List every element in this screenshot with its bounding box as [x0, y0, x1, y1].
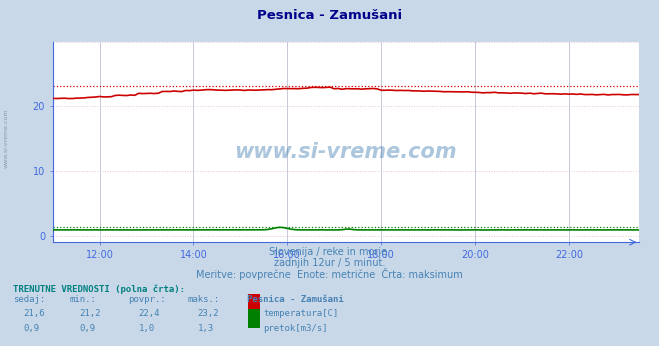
- Text: 21,2: 21,2: [79, 309, 101, 318]
- Text: sedaj:: sedaj:: [13, 295, 45, 304]
- Text: 22,4: 22,4: [138, 309, 160, 318]
- Text: Pesnica - Zamušani: Pesnica - Zamušani: [257, 9, 402, 22]
- Text: maks.:: maks.:: [188, 295, 220, 304]
- Text: Slovenija / reke in morje.: Slovenija / reke in morje.: [269, 247, 390, 257]
- Text: temperatura[C]: temperatura[C]: [264, 309, 339, 318]
- Text: min.:: min.:: [69, 295, 96, 304]
- Text: 1,0: 1,0: [138, 324, 154, 333]
- Text: zadnjih 12ur / 5 minut.: zadnjih 12ur / 5 minut.: [273, 258, 386, 268]
- Text: 1,3: 1,3: [198, 324, 214, 333]
- Text: pretok[m3/s]: pretok[m3/s]: [264, 324, 328, 333]
- Text: TRENUTNE VREDNOSTI (polna črta):: TRENUTNE VREDNOSTI (polna črta):: [13, 284, 185, 294]
- Text: www.si-vreme.com: www.si-vreme.com: [235, 142, 457, 162]
- Text: Meritve: povprečne  Enote: metrične  Črta: maksimum: Meritve: povprečne Enote: metrične Črta:…: [196, 268, 463, 280]
- Text: 23,2: 23,2: [198, 309, 219, 318]
- Text: Pesnica - Zamušani: Pesnica - Zamušani: [247, 295, 344, 304]
- Text: 0,9: 0,9: [79, 324, 95, 333]
- Text: 0,9: 0,9: [23, 324, 39, 333]
- Text: povpr.:: povpr.:: [129, 295, 166, 304]
- Text: www.si-vreme.com: www.si-vreme.com: [3, 109, 9, 168]
- Text: 21,6: 21,6: [23, 309, 45, 318]
